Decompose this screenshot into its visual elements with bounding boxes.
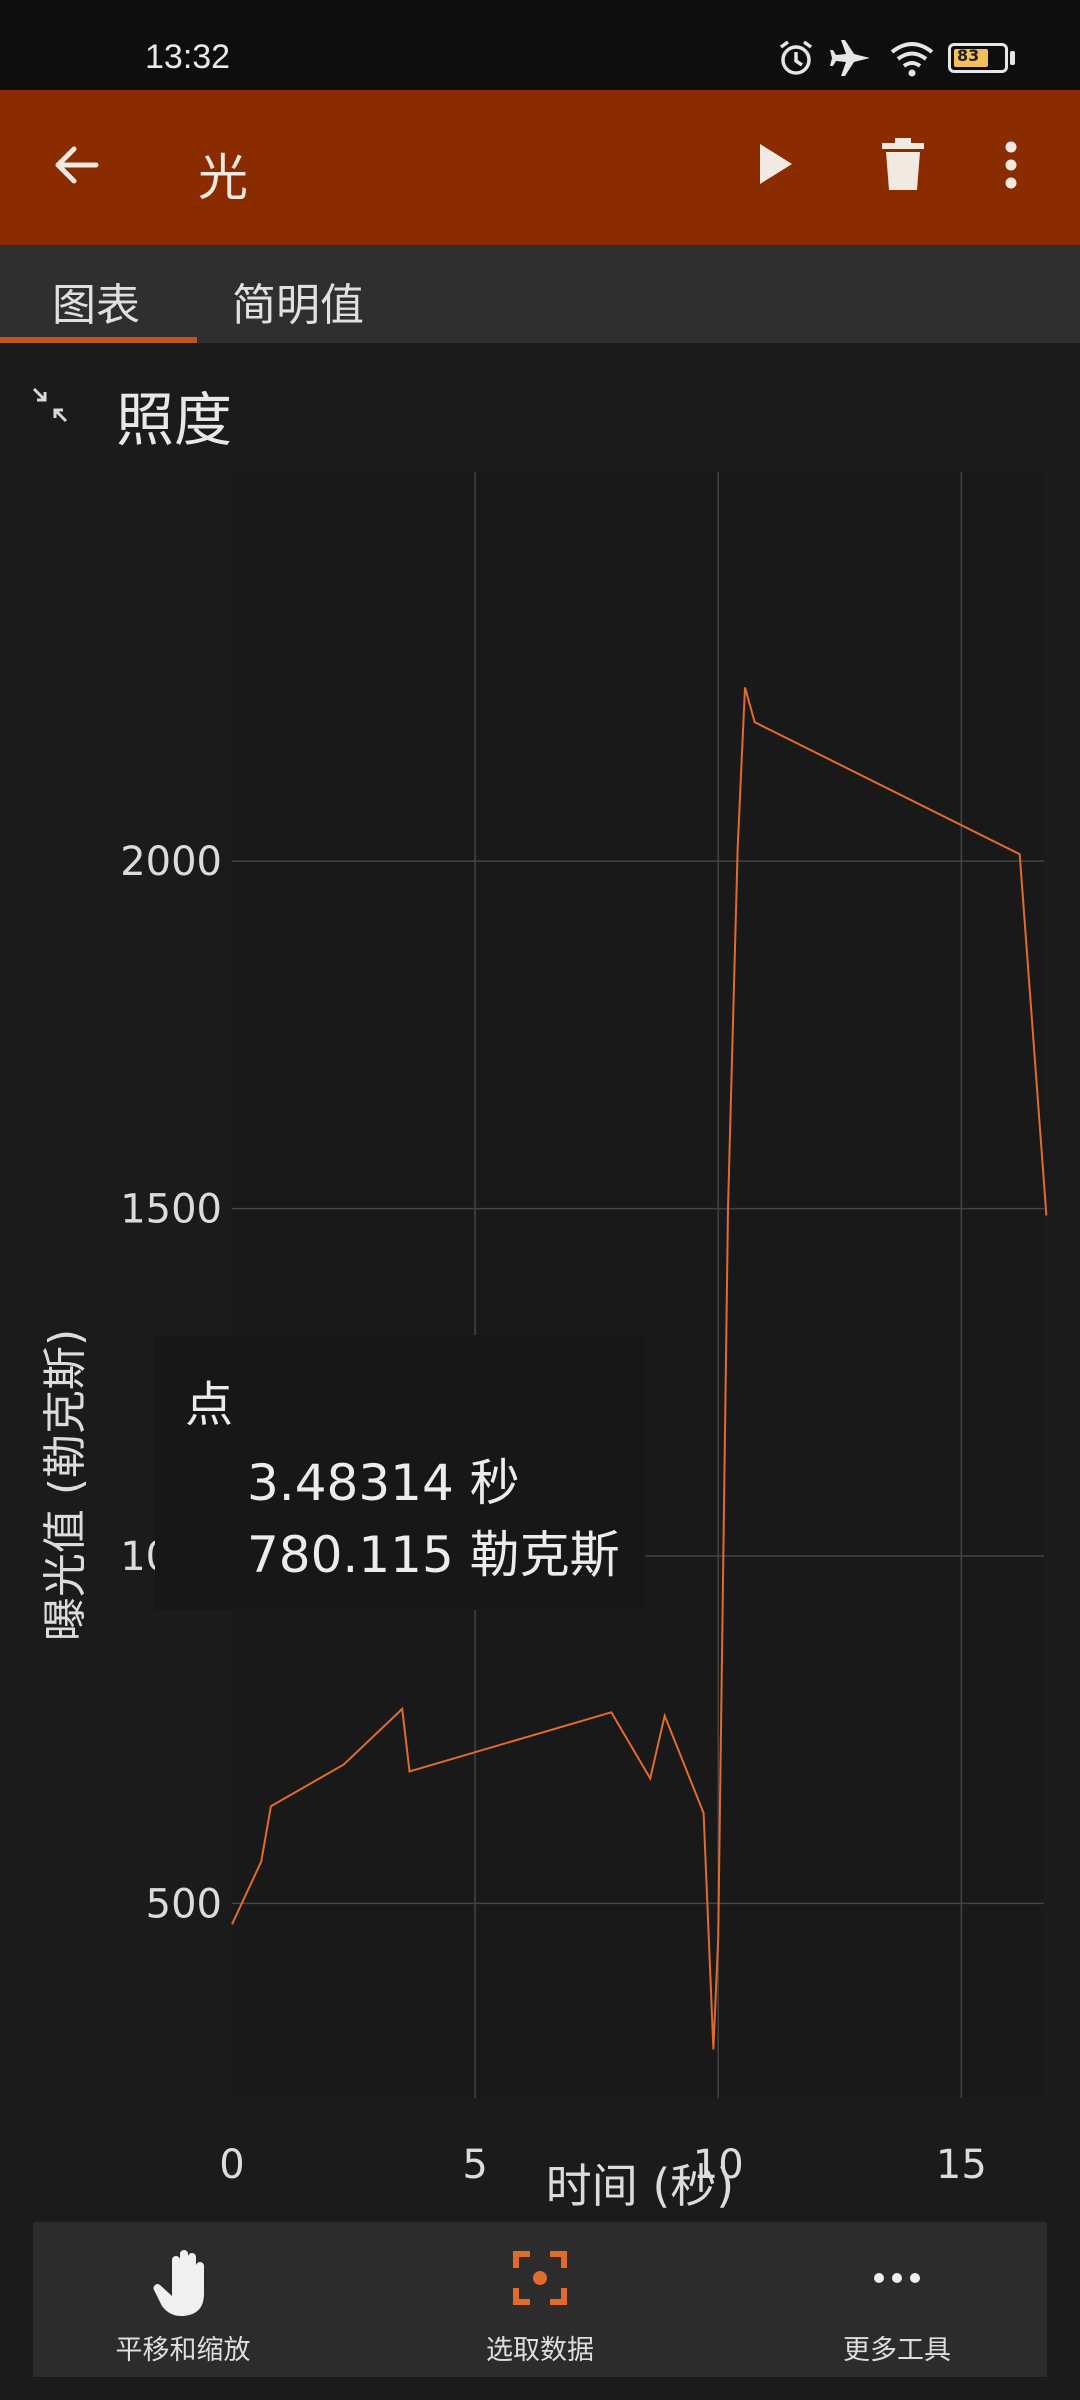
play-icon[interactable] [756, 140, 796, 192]
trash-icon[interactable] [880, 136, 926, 196]
y-tick-label: 1500 [120, 1187, 222, 1233]
back-arrow-icon[interactable] [52, 140, 102, 194]
status-time: 13:32 [145, 38, 231, 76]
tab-concise-values[interactable]: 简明值 [232, 280, 364, 331]
section-title: 照度 [116, 386, 233, 454]
status-bar: 13:32 83 [0, 0, 1080, 90]
more-tools-button[interactable]: 更多工具 [747, 2222, 1047, 2377]
x-axis-label: 时间 (秒) [546, 2159, 735, 2213]
airplane-icon [830, 38, 872, 82]
app-title: 光 [198, 149, 248, 207]
y-tick-label: 500 [146, 1881, 222, 1927]
status-icons: 83 [776, 38, 1026, 78]
y-axis-label: 曝光值 (勒克斯) [40, 1329, 91, 1641]
x-tick-label: 15 [936, 2142, 987, 2188]
illuminance-series-line [231, 687, 1048, 2050]
tab-chart[interactable]: 图表 [52, 280, 140, 331]
pan-zoom-button[interactable]: 平移和缩放 [33, 2222, 333, 2377]
x-tick-label: 10 [693, 2142, 744, 2188]
select-data-label: 选取数据 [486, 2335, 594, 2366]
section-header: 照度 [0, 343, 1080, 454]
more-horizontal-icon [867, 2248, 927, 2312]
pan-zoom-label: 平移和缩放 [115, 2335, 251, 2366]
bottom-toolbar: 平移和缩放 选取数据 更多工具 [33, 2222, 1047, 2377]
battery-level: 83 [957, 46, 980, 65]
select-data-button[interactable]: 选取数据 [390, 2222, 690, 2377]
x-tick-label: 5 [462, 2142, 487, 2188]
point-tooltip: 点 3.48314 秒 780.115 勒克斯 [155, 1335, 645, 1610]
illuminance-chart[interactable]: 051015500100015002000 时间 (秒) 曝光值 (勒克斯) [0, 440, 1080, 2220]
collapse-icon[interactable] [30, 385, 70, 429]
wifi-icon [888, 38, 936, 82]
tooltip-y-value: 780.115 勒克斯 [247, 1526, 620, 1584]
hand-icon [150, 2248, 216, 2322]
app-bar: 光 [0, 90, 1080, 245]
tab-indicator [0, 337, 197, 343]
tooltip-x-value: 3.48314 秒 [247, 1454, 520, 1512]
x-tick-label: 0 [219, 2142, 244, 2188]
y-tick-label: 2000 [120, 839, 222, 885]
more-options-icon[interactable] [1004, 140, 1018, 194]
tooltip-heading: 点 [185, 1377, 234, 1433]
alarm-icon [776, 38, 816, 82]
tab-bar: 图表 简明值 [0, 245, 1080, 343]
plot-area [232, 472, 1044, 2098]
more-tools-label: 更多工具 [843, 2335, 951, 2366]
select-target-icon [510, 2248, 570, 2312]
